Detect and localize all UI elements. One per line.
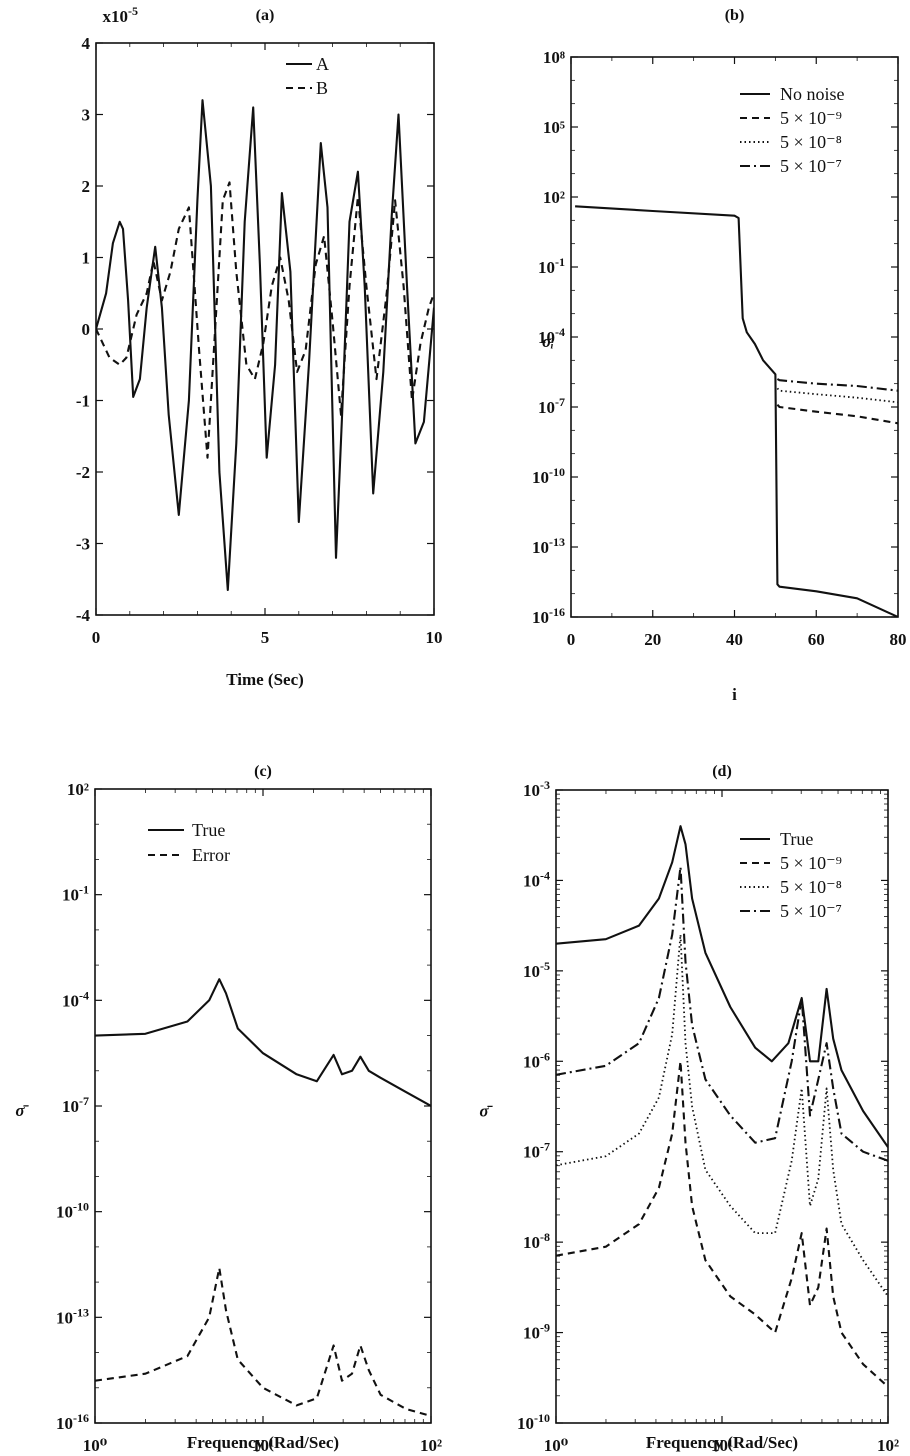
- x-tick-label: 10¹: [711, 1436, 733, 1455]
- legend: No noise 5 × 10⁻⁹ 5 × 10⁻⁸ 5 × 10⁻⁷: [740, 84, 845, 176]
- y-tick-label: 10-4: [62, 988, 89, 1010]
- y-axis-label: σ̄: [15, 1101, 29, 1120]
- y-tick-label: 10-4: [523, 868, 550, 890]
- y-tick-label: 10⁸: [543, 48, 565, 67]
- series-line-2: [556, 1060, 888, 1388]
- legend-label: Error: [192, 845, 230, 865]
- series-line-2: [95, 1266, 431, 1418]
- y-tick-label: 10-16: [56, 1411, 89, 1433]
- y-tick-label: 10-6: [523, 1049, 550, 1071]
- legend-label: 5 × 10⁻⁷: [780, 156, 842, 176]
- y-tick-label: 1: [82, 249, 91, 268]
- y-tick-label: 10-16: [532, 605, 565, 627]
- x-axis-label: Time (Sec): [226, 670, 304, 689]
- legend-label: No noise: [780, 84, 845, 104]
- series-line-1: [96, 99, 434, 592]
- chart-d: (d) 10-10 10-9 10-8 10-7 10-6 10-5 10-4 10-3 10⁰ 1…: [479, 763, 899, 1455]
- x-tick-label: 10¹: [252, 1436, 274, 1455]
- x-tick-label: 40: [726, 630, 743, 649]
- y-tick-label: 10-8: [523, 1230, 550, 1252]
- legend-label: True: [192, 820, 225, 840]
- x-tick-label: 60: [808, 630, 825, 649]
- y-tick-label: -3: [76, 535, 90, 554]
- y-tick-label: -4: [76, 606, 91, 625]
- y-axis-label: σᵢ: [542, 332, 554, 351]
- x-axis-label: Frequency (Rad/Sec): [187, 1433, 339, 1452]
- y-tick-label: 10-3: [523, 778, 550, 800]
- y-tick-label: 10-7: [523, 1140, 550, 1162]
- legend-label: 5 × 10⁻⁸: [780, 877, 842, 897]
- y-tick-label: 10-4: [538, 325, 565, 347]
- x-tick-label: 0: [92, 628, 101, 647]
- legend: True Error: [148, 820, 230, 865]
- x-tick-label: 10²: [420, 1436, 442, 1455]
- legend-label: 5 × 10⁻⁹: [780, 853, 842, 873]
- series-line-4: [556, 865, 888, 1162]
- x-tick-label: 10²: [877, 1436, 899, 1455]
- y-axis-label: σ̄: [479, 1102, 493, 1121]
- x-tick-label: 5: [261, 628, 270, 647]
- y-tick-label: 10-10: [56, 1200, 89, 1222]
- y-scale-label: x10-5: [103, 4, 139, 26]
- series-line-3: [556, 933, 888, 1297]
- legend-label: True: [780, 829, 813, 849]
- plot-frame: [94, 788, 432, 1424]
- y-tick-label: 10-9: [523, 1321, 550, 1343]
- y-tick-label: 4: [82, 34, 91, 53]
- series-line-1: [95, 978, 431, 1107]
- chart-title: (c): [254, 763, 272, 780]
- legend-label: 5 × 10⁻⁹: [780, 108, 842, 128]
- legend-label: A: [316, 54, 329, 74]
- series-line-2: [776, 403, 898, 425]
- legend-label: 5 × 10⁻⁷: [780, 901, 842, 921]
- chart-c: (c) 10-16 10-13 10-10 10-7 10-4 10-1 10² 10⁰ 10¹ 1…: [15, 763, 442, 1455]
- y-tick-label: 10-13: [532, 535, 565, 557]
- y-tick-label: -1: [76, 392, 90, 411]
- y-tick-label: 10-10: [517, 1411, 550, 1433]
- y-tick-label: 3: [82, 106, 91, 125]
- y-tick-label: 0: [82, 320, 91, 339]
- y-tick-label: 10-13: [56, 1305, 89, 1327]
- chart-a: (a) -4 -3 -2 -1 0 1 2 3 4 0 5 10 Time (Sec) x10-5 AB: [76, 4, 443, 689]
- legend: True 5 × 10⁻⁹ 5 × 10⁻⁸ 5 × 10⁻⁷: [740, 829, 842, 921]
- x-axis-label: i: [732, 685, 737, 704]
- y-tick-label: -2: [76, 463, 90, 482]
- y-tick-label: 10²: [543, 188, 565, 207]
- plot-frame: [570, 56, 899, 618]
- chart-title: (a): [256, 7, 275, 24]
- y-tick-label: 10-10: [532, 465, 565, 487]
- x-tick-label: 10: [426, 628, 443, 647]
- legend-label: 5 × 10⁻⁸: [780, 132, 842, 152]
- chart-title: (b): [725, 7, 745, 24]
- y-tick-label: 10-1: [62, 883, 89, 905]
- series-line-1: [575, 205, 898, 617]
- x-tick-label: 10⁰: [544, 1436, 568, 1455]
- chart-title: (d): [712, 763, 732, 780]
- y-tick-label: 10-7: [62, 1094, 89, 1116]
- x-axis-label: Frequency (Rad/Sec): [646, 1433, 798, 1452]
- series-line-4: [776, 378, 898, 392]
- x-tick-label: 80: [890, 630, 907, 649]
- chart-b: (b) 10-16 10-13 10-10 10-7 10-4 10-1 10² 10⁵ 10⁸ 0…: [532, 7, 907, 704]
- series-line-1: [556, 825, 888, 1148]
- y-tick-label: 10-5: [523, 959, 550, 981]
- series-line-3: [776, 387, 898, 404]
- y-tick-label: 10-7: [538, 395, 565, 417]
- y-tick-label: 10²: [67, 780, 89, 799]
- y-tick-label: 10-1: [538, 255, 565, 277]
- legend: AB: [286, 54, 329, 98]
- y-tick-label: 10⁵: [543, 118, 565, 137]
- y-tick-label: 2: [82, 177, 91, 196]
- x-tick-label: 0: [567, 630, 576, 649]
- x-tick-label: 20: [644, 630, 661, 649]
- legend-label: B: [316, 78, 328, 98]
- x-tick-label: 10⁰: [83, 1436, 107, 1455]
- series-line-2: [96, 181, 434, 459]
